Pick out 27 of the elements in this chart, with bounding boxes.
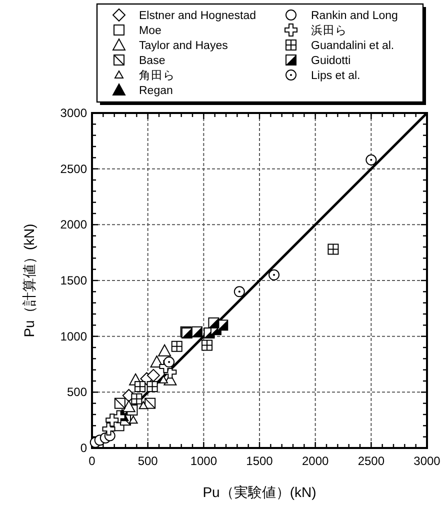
- legend-label: Moe: [139, 25, 162, 37]
- x-tick-label: 2000: [302, 454, 330, 468]
- y-tick-label: 500: [66, 385, 88, 400]
- legend-label: Lips et al.: [311, 70, 360, 82]
- legend-label: 浜田ら: [311, 24, 347, 37]
- x-tick-label: 1000: [190, 454, 218, 468]
- legend-label: Guandalini et al.: [311, 40, 394, 52]
- legend-label: Taylor and Hayes: [139, 40, 228, 52]
- y-tick-label: 2000: [60, 218, 88, 232]
- legend-label: Regan: [139, 85, 173, 97]
- legend-label: Base: [139, 55, 166, 67]
- x-axis-title: Pu（実験値）(kN): [202, 484, 316, 500]
- x-tick-label: 0: [88, 454, 96, 468]
- y-tick-label: 0: [80, 441, 88, 455]
- legend-label: Guidotti: [311, 55, 351, 67]
- x-tick-label: 3000: [414, 454, 441, 468]
- x-tick-label: 500: [138, 454, 158, 468]
- y-tick-label: 2500: [60, 162, 88, 176]
- y-tick-label: 1500: [60, 274, 88, 288]
- legend-label: Elstner and Hognestad: [139, 10, 256, 22]
- y-tick-label: 1000: [60, 329, 88, 344]
- y-tick-label: 3000: [60, 106, 88, 120]
- x-tick-label: 2500: [358, 454, 385, 468]
- legend-label: 角田ら: [139, 69, 175, 82]
- legend-label: Rankin and Long: [311, 10, 398, 22]
- x-tick-label: 1500: [246, 454, 274, 468]
- y-axis-title: Pu（計算値）(kN): [21, 224, 37, 338]
